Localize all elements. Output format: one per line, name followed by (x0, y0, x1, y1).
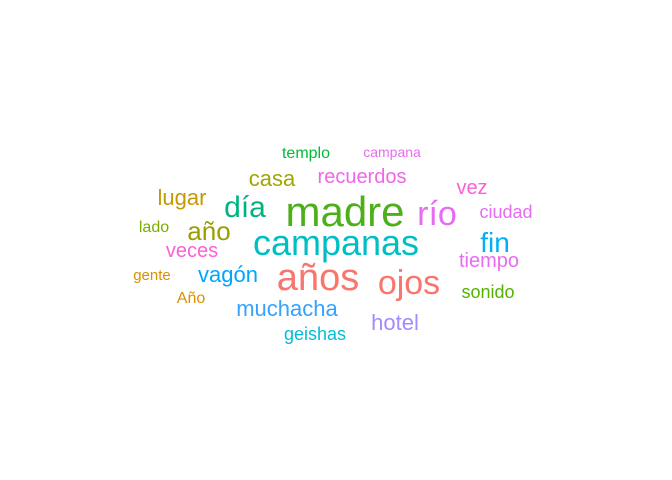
word-14: vez (456, 177, 487, 199)
word-21: campana (363, 144, 421, 160)
word-22: lado (139, 219, 169, 236)
word-3: río (417, 195, 457, 233)
word-15: tiempo (459, 250, 519, 272)
word-18: sonido (461, 282, 514, 302)
word-5: día (224, 191, 266, 224)
word-13: recuerdos (318, 166, 407, 188)
word-19: geishas (284, 324, 346, 344)
word-8: casa (249, 166, 296, 191)
word-12: hotel (371, 310, 419, 335)
word-23: Año (177, 290, 206, 307)
word-2: años (277, 257, 359, 299)
word-7: año (187, 216, 230, 246)
word-17: ciudad (479, 202, 532, 222)
word-4: ojos (378, 264, 440, 302)
word-20: templo (282, 145, 330, 162)
word-11: muchacha (236, 296, 338, 321)
word-6: fin (480, 227, 510, 258)
word-10: vagón (198, 262, 258, 287)
word-24: gente (133, 267, 171, 284)
word-9: lugar (158, 185, 207, 210)
word-1: campanas (253, 222, 419, 263)
word-0: madre (285, 188, 404, 235)
word-16: veces (166, 240, 218, 262)
